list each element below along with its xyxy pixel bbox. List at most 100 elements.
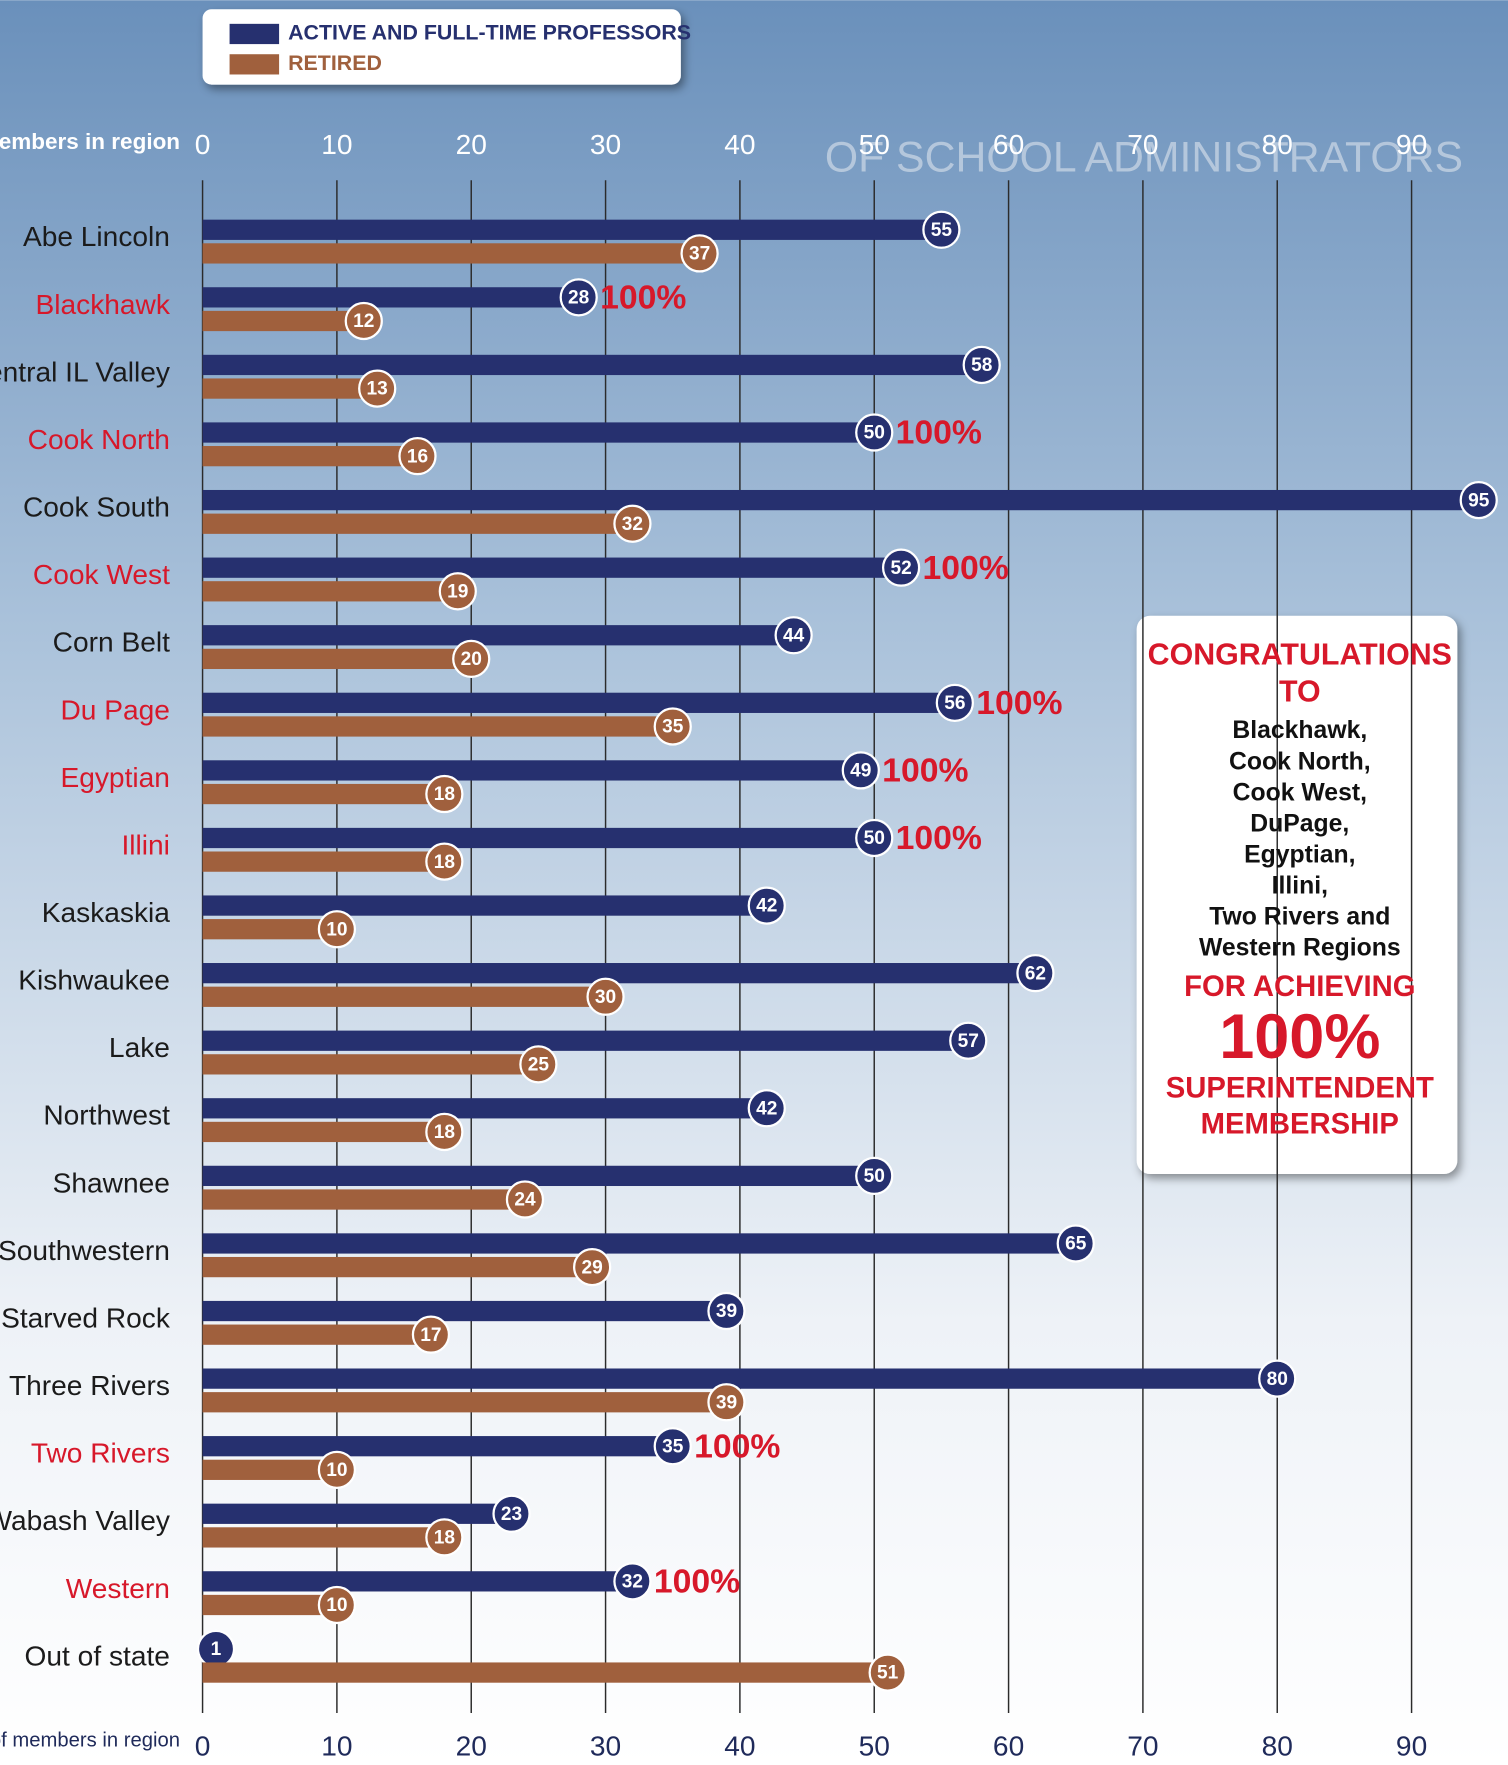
- value-badge: [747, 886, 786, 925]
- value-label: 32: [622, 514, 643, 535]
- value-badge: [841, 751, 880, 790]
- value-badge: [613, 504, 652, 543]
- value-label: 62: [1025, 963, 1046, 984]
- callout-region: Western Regions: [1199, 935, 1401, 962]
- annotation: 100%: [694, 1427, 780, 1465]
- annotation: 100%: [882, 752, 968, 790]
- annotation: 100%: [922, 549, 1008, 587]
- value-badge: [922, 210, 961, 249]
- bar: [202, 310, 364, 332]
- value-badge: [425, 842, 464, 881]
- bar: [202, 919, 337, 940]
- value-label: 58: [971, 355, 993, 376]
- value-badge: [855, 413, 894, 452]
- callout-region: Egyptian,: [1244, 841, 1355, 868]
- bar: [202, 625, 794, 646]
- bar: [202, 1300, 727, 1322]
- category-label: Starved Rock: [1, 1302, 171, 1333]
- bar: [202, 1098, 767, 1119]
- value-badge: [344, 301, 383, 341]
- value-label: 95: [1468, 490, 1490, 511]
- value-label: 29: [581, 1257, 602, 1278]
- value-badge: [1016, 954, 1055, 993]
- bar: [202, 1459, 337, 1480]
- value-badge: [774, 616, 813, 655]
- value-label: 18: [434, 1528, 456, 1549]
- bar: [202, 378, 378, 399]
- bar: [202, 827, 875, 849]
- value-label: 17: [420, 1325, 441, 1346]
- category-label: Kaskaskia: [42, 897, 171, 928]
- x-tick-label: 80: [1262, 129, 1293, 160]
- category-label: Lake: [109, 1032, 170, 1063]
- value-label: 55: [931, 220, 953, 241]
- category-label: Three Rivers: [9, 1370, 170, 1401]
- value-badge: [1056, 1224, 1095, 1263]
- value-label: 44: [783, 625, 805, 646]
- bar: [202, 1165, 875, 1187]
- value-badge: [573, 1247, 612, 1287]
- value-badge: [317, 910, 357, 949]
- value-badge: [505, 1180, 545, 1219]
- x-tick-label: 10: [321, 129, 352, 160]
- callout-region: Illini,: [1272, 873, 1328, 900]
- x-tick-label: 60: [993, 129, 1024, 160]
- value-label: 65: [1065, 1234, 1087, 1255]
- callout-footer: MEMBERSHIP: [1201, 1108, 1399, 1140]
- bar: [202, 1503, 512, 1524]
- bar: [202, 963, 1036, 984]
- value-label: 57: [958, 1031, 979, 1052]
- value-badge: [425, 1518, 464, 1557]
- value-label: 18: [434, 1122, 456, 1143]
- category-label: Central IL Valley: [0, 356, 170, 387]
- x-tick-label: 0: [195, 1730, 211, 1761]
- bar: [202, 581, 458, 602]
- value-label: 25: [528, 1055, 550, 1076]
- value-label: 10: [326, 1595, 347, 1616]
- value-label: 16: [407, 446, 428, 467]
- value-badge: [935, 683, 974, 722]
- callout-region: DuPage,: [1250, 810, 1349, 837]
- callout-heading: TO: [1279, 674, 1321, 708]
- value-badge: [358, 369, 397, 408]
- value-badge: [492, 1494, 531, 1533]
- category-label: Egyptian: [60, 762, 169, 793]
- x-tick-label: 70: [1127, 129, 1158, 160]
- x-tick-label: 90: [1396, 1730, 1427, 1761]
- value-label: 23: [501, 1504, 522, 1525]
- bar: [202, 716, 673, 737]
- category-label: Wabash Valley: [0, 1505, 170, 1536]
- bar: [202, 219, 942, 240]
- callout-heading: CONGRATULATIONS: [1148, 637, 1452, 671]
- x-tick-label: 50: [859, 1730, 890, 1761]
- value-label: 42: [756, 896, 777, 917]
- value-label: 10: [326, 1460, 347, 1481]
- value-badge: [1459, 480, 1498, 520]
- value-label: 49: [850, 761, 871, 782]
- value-badge: [855, 1156, 894, 1196]
- annotation: 100%: [976, 684, 1062, 722]
- value-label: 50: [864, 1166, 885, 1187]
- value-badge: [586, 977, 625, 1016]
- callout-footer: 100%: [1219, 1002, 1380, 1072]
- bar: [202, 648, 472, 670]
- bar: [202, 557, 902, 578]
- bar: [202, 1324, 431, 1345]
- watermark: OF SCHOOL ADMINISTRATORS: [825, 133, 1463, 181]
- category-label: Shawnee: [53, 1167, 170, 1198]
- value-label: 18: [434, 784, 456, 805]
- bar: [202, 1594, 337, 1616]
- bar: [202, 287, 579, 308]
- callout-footer: FOR ACHIEVING: [1184, 971, 1415, 1003]
- value-badge: [317, 1450, 357, 1489]
- axis-label: #of members in region: [0, 129, 180, 154]
- value-label: 50: [864, 423, 885, 444]
- x-tick-label: 20: [456, 1730, 487, 1761]
- value-badge: [653, 707, 692, 746]
- value-badge: [747, 1089, 786, 1128]
- callout-footer: SUPERINTENDENT: [1166, 1072, 1434, 1104]
- legend-swatch: [229, 54, 280, 75]
- category-label: Blackhawk: [35, 289, 170, 320]
- category-label: Northwest: [43, 1100, 170, 1131]
